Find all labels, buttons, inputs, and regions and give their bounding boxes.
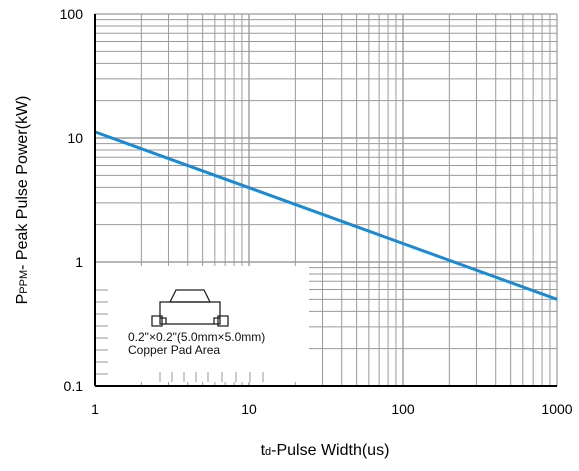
x-label-rest: -Pulse Width(us) (271, 442, 389, 459)
inset-caption-line2: Copper Pad Area (128, 343, 221, 357)
x-tick-label: 100 (391, 401, 415, 417)
x-label-t: t (261, 442, 266, 459)
x-tick-label: 10 (241, 401, 257, 417)
pad-right (217, 315, 229, 327)
lead-right (213, 317, 220, 324)
inset-panel (96, 266, 309, 382)
lead-left (160, 317, 167, 324)
x-label-subscript: d (265, 446, 271, 458)
y-tick-label: 0.1 (64, 378, 84, 394)
inset-caption-line1: 0.2"×0.2"(5.0mm×5.0mm) (128, 330, 266, 344)
series-line-0 (94, 130, 558, 301)
y-axis-label: PPPM- Peak Pulse Power(kW) (14, 96, 31, 305)
package-icon (151, 289, 229, 327)
series (94, 130, 558, 301)
inset-caption: 0.2"×0.2"(5.0mm×5.0mm) Copper Pad Area (128, 331, 265, 357)
y-tick-label: 100 (60, 6, 84, 22)
y-tick-label: 10 (67, 130, 83, 146)
x-tick-label: 1 (91, 401, 99, 417)
y-label-rest: - Peak Pulse Power(kW) (14, 96, 31, 270)
x-axis-label: td-Pulse Width(us) (261, 442, 390, 459)
x-tick-label: 1000 (541, 401, 572, 417)
grid (94, 13, 558, 387)
y-label-p: P (14, 294, 31, 305)
y-label-subscript: PPM (18, 270, 30, 294)
pad-left (151, 315, 163, 327)
axes (94, 14, 557, 387)
y-tick-label: 1 (75, 254, 83, 270)
package-body (159, 301, 221, 325)
tick-labels: 1 10 100 1000 0.1 1 10 100 (60, 6, 573, 417)
